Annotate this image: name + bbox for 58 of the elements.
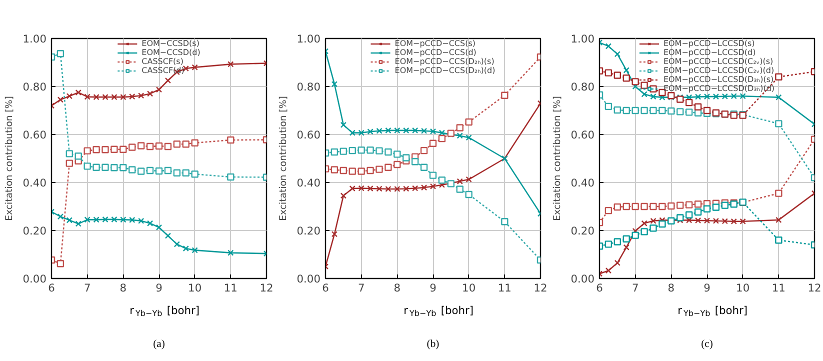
x-tick-label: 7 xyxy=(632,282,639,294)
y-tick-label: 0.00 xyxy=(570,272,595,286)
legend-label: EOM−pCCD−LCCSD(C₂ᵥ)(d) xyxy=(663,66,774,75)
text: (c) xyxy=(701,339,714,350)
x-tick-label: 6 xyxy=(322,282,330,294)
y-tick-label: 0.80 xyxy=(296,80,321,94)
x-tick-label: 10 xyxy=(188,282,202,294)
y-tick-label: 0.60 xyxy=(570,128,595,142)
text: (a) xyxy=(153,339,166,350)
x-tick-label: 8 xyxy=(394,282,401,294)
y-tick-label: 0.20 xyxy=(296,224,321,238)
y-tick-label: 0.80 xyxy=(570,80,595,94)
x-tick-label: 11 xyxy=(498,282,512,294)
x-tick-label: 10 xyxy=(736,282,750,294)
x-tick-label: 12 xyxy=(534,282,548,294)
x-tick-label: 11 xyxy=(224,282,238,294)
legend-label: EOM−pCCD−LCCSD(C₂ᵥ)(s) xyxy=(663,57,774,66)
y-tick-label: 0.40 xyxy=(570,176,595,190)
legend-label: EOM−pCCD−LCCSD(d) xyxy=(663,48,756,57)
x-tick-label: 7 xyxy=(84,282,91,294)
x-tick-label: 12 xyxy=(260,282,274,294)
y-tick-label: 1.00 xyxy=(22,32,47,46)
x-tick-label: 9 xyxy=(704,282,711,294)
y-axis-title: Excitation contribution [%] xyxy=(278,96,289,221)
legend-label: EOM−CCSD(s) xyxy=(142,39,200,48)
y-axis-title: Excitation contribution [%] xyxy=(552,96,563,221)
y-tick-label: 0.40 xyxy=(22,176,47,190)
y-tick-label: 0.80 xyxy=(22,80,47,94)
y-tick-label: 0.20 xyxy=(22,224,47,238)
y-tick-label: 0.40 xyxy=(296,176,321,190)
text: (b) xyxy=(426,339,440,350)
x-tick-label: 12 xyxy=(808,282,822,294)
legend-label: EOM−CCSD(d) xyxy=(142,48,200,57)
legend-label: EOM−pCCD−CCS(s) xyxy=(394,39,476,48)
legend-label: CASSCF(s) xyxy=(142,57,184,66)
y-tick-label: 1.00 xyxy=(296,32,321,46)
x-tick-label: 6 xyxy=(48,282,56,294)
legend-label: EOM−pCCD−CCS(D₂ₕ)(d) xyxy=(394,66,496,75)
x-tick-label: 11 xyxy=(772,282,786,294)
y-tick-label: 1.00 xyxy=(570,32,595,46)
y-tick-label: 0.60 xyxy=(22,128,47,142)
legend-label: EOM−pCCD−CCS(d) xyxy=(394,48,476,57)
y-tick-label: 0.60 xyxy=(296,128,321,142)
y-tick-label: 0.20 xyxy=(570,224,595,238)
x-tick-label: 6 xyxy=(596,282,604,294)
y-tick-label: 0.00 xyxy=(22,272,47,286)
x-tick-label: 7 xyxy=(358,282,365,294)
legend-label: EOM−pCCD−LCCSD(s) xyxy=(663,39,755,48)
x-tick-label: 9 xyxy=(156,282,163,294)
y-axis-title: Excitation contribution [%] xyxy=(4,96,15,221)
legend-label: EOM−pCCD−LCCSD(D₃ₕ)(s) xyxy=(663,75,774,84)
x-tick-label: 10 xyxy=(462,282,476,294)
legend-label: EOM−pCCD−CCS(D₂ₕ)(s) xyxy=(394,57,494,66)
legend-label: EOM−pCCD−LCCSD(D₃ₕ)(d) xyxy=(663,84,775,93)
x-tick-label: 9 xyxy=(430,282,437,294)
x-tick-label: 8 xyxy=(668,282,675,294)
x-tick-label: 8 xyxy=(120,282,127,294)
y-tick-label: 0.00 xyxy=(296,272,321,286)
